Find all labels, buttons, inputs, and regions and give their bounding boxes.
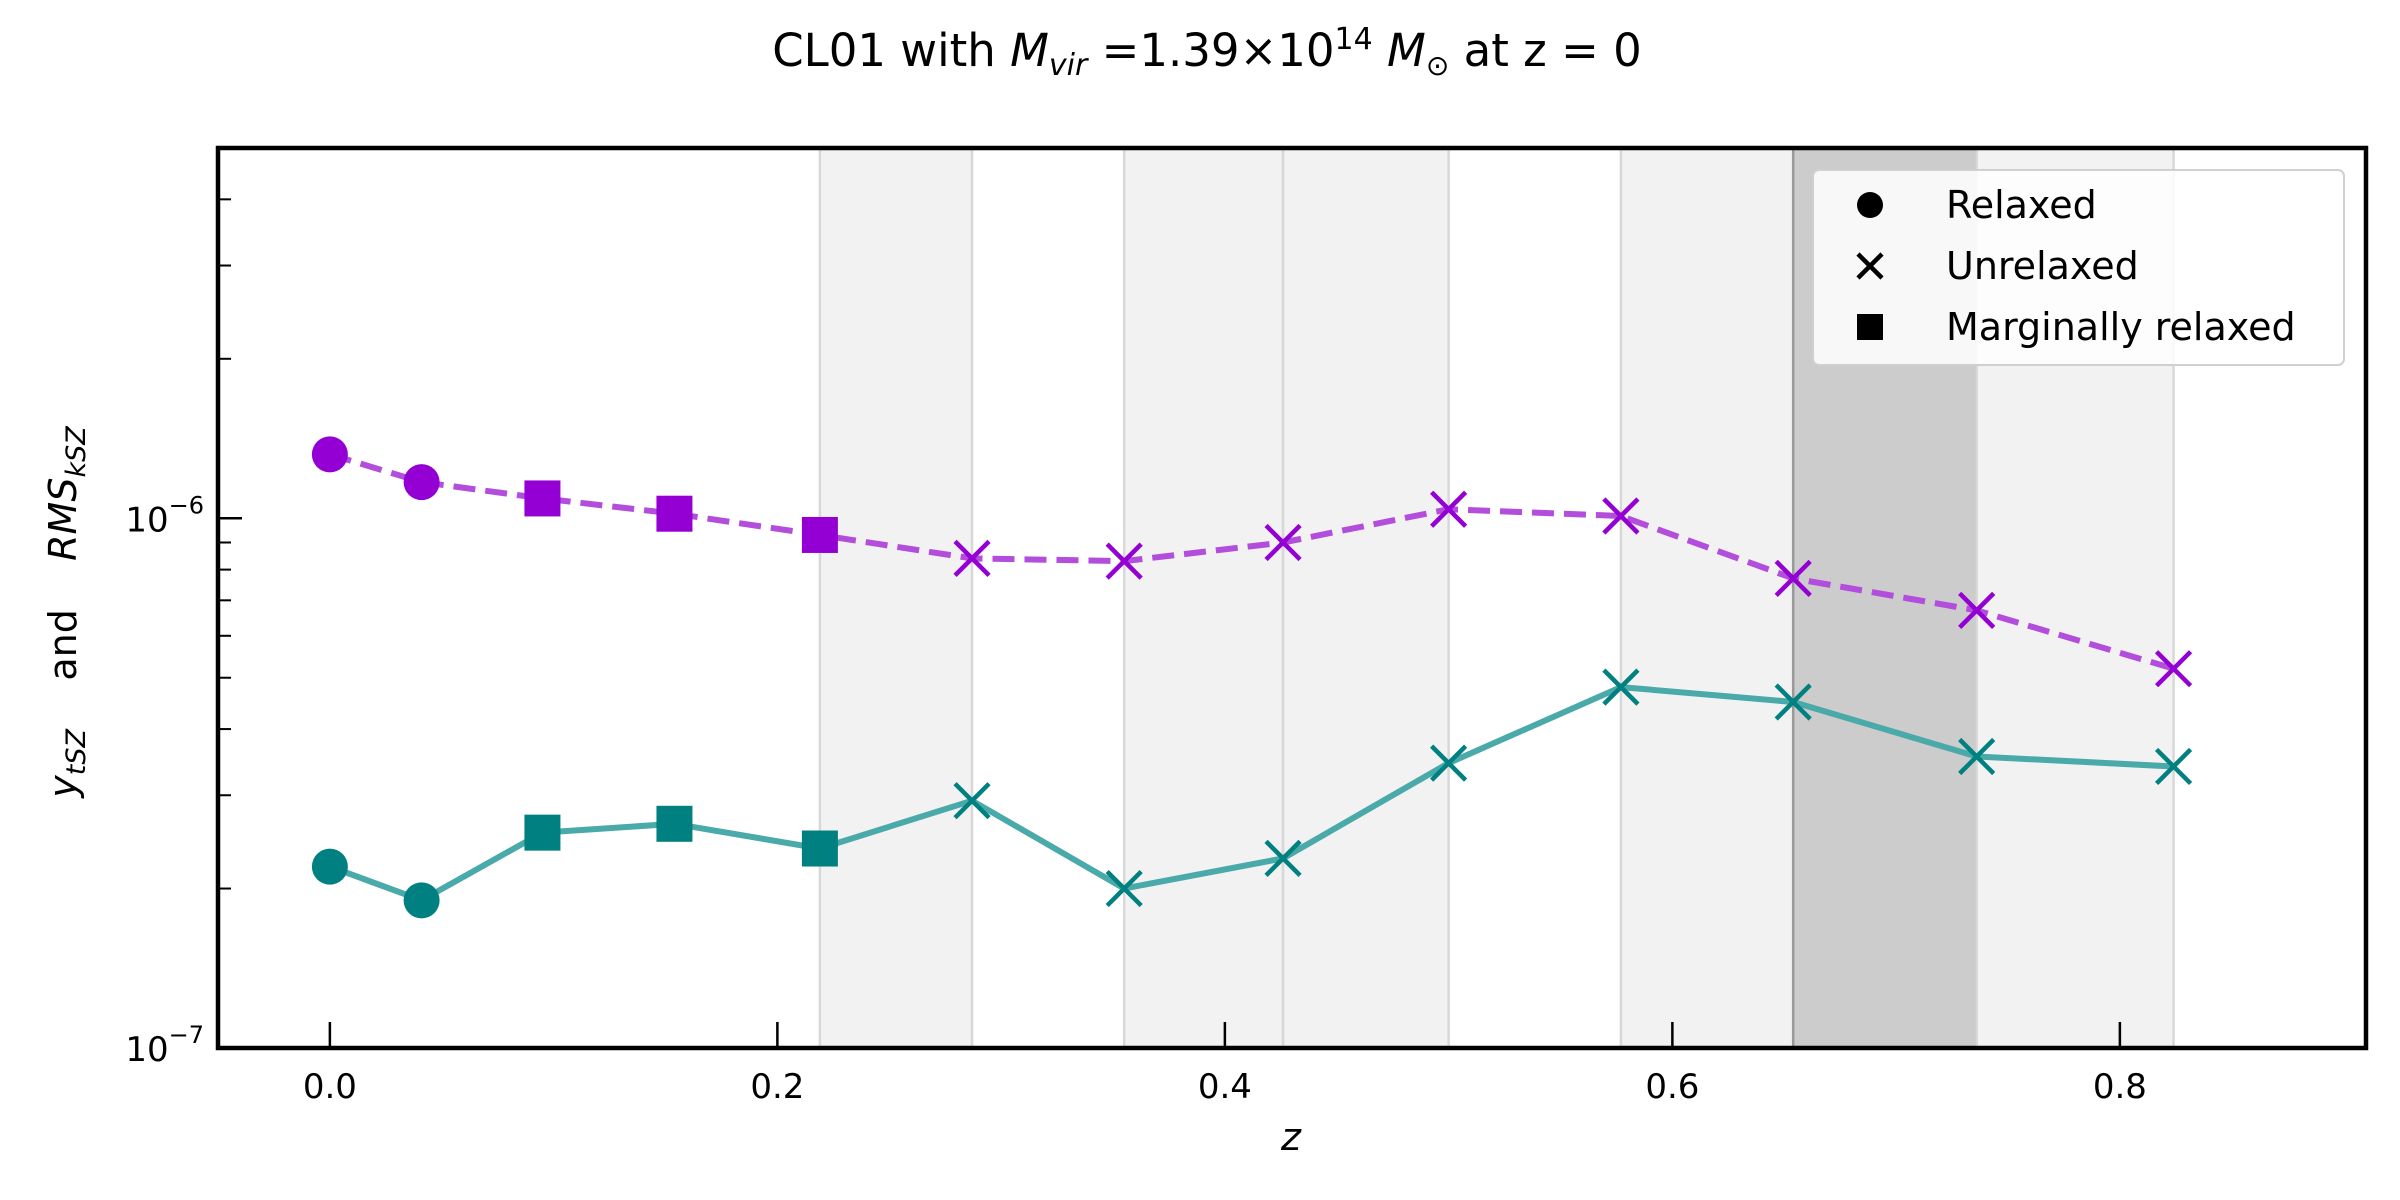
data-point-0-10 — [1774, 559, 1812, 597]
y-label-rms: RMS — [41, 478, 85, 561]
data-point-0-0 — [311, 436, 348, 473]
svg-text:CL01 with Mvir =1.39×1014 M⊙ a: CL01 with Mvir =1.39×1014 M⊙ at z = 0 — [772, 22, 1641, 83]
data-point-1-12 — [2154, 747, 2193, 786]
data-point-0-4 — [801, 516, 838, 553]
y-label-and: and — [41, 609, 85, 681]
x-axis-label: z — [1280, 1115, 1302, 1159]
data-point-1-7 — [1264, 839, 1302, 877]
x-tick-label: 0.6 — [1645, 1067, 1699, 1107]
legend-marker-cross — [1856, 252, 1884, 280]
shaded-band-0 — [819, 148, 973, 1048]
data-point-1-2 — [524, 814, 561, 851]
y-axis-ticks: 10−7 10−6 — [125, 198, 242, 1070]
x-tick-label: 0.4 — [1198, 1067, 1252, 1107]
data-point-0-12 — [2154, 650, 2193, 688]
x-tick-label: 0.2 — [750, 1067, 804, 1107]
shaded-band-3 — [1620, 148, 1794, 1048]
data-point-1-1 — [403, 882, 440, 919]
data-point-1-3 — [656, 805, 693, 842]
data-point-1-0 — [311, 848, 348, 885]
data-point-0-6 — [1105, 542, 1143, 580]
y-tick-label: 10−6 — [125, 491, 204, 540]
chart-title: CL01 with Mvir =1.39×1014 M⊙ at z = 0 — [772, 22, 1641, 83]
legend-box — [1812, 169, 2345, 366]
x-tick-label: 0.8 — [2093, 1067, 2147, 1107]
series-markers — [311, 436, 2193, 919]
data-point-1-5 — [953, 782, 991, 820]
data-point-0-7 — [1264, 523, 1302, 562]
legend-label: Relaxed — [1946, 183, 2097, 227]
shaded-band-1 — [1124, 148, 1284, 1048]
y-label-ytsz: y — [41, 775, 85, 799]
data-point-1-8 — [1430, 744, 1468, 782]
shaded-band-2 — [1283, 148, 1449, 1048]
data-point-0-2 — [524, 480, 561, 517]
legend: Relaxed Unrelaxed Marginally relaxed — [1812, 169, 2345, 366]
data-point-1-11 — [1958, 737, 1996, 776]
plot-frame — [215, 145, 2369, 1051]
data-point-1-9 — [1602, 668, 1640, 706]
y-axis-label: ytSZ and RMSkSZ — [41, 426, 92, 799]
svg-text:ytSZ and RMSkSZ: ytSZ and RMSkSZ — [41, 426, 92, 799]
x-axis-ticks: 0.0 0.2 0.4 0.6 0.8 — [303, 1022, 2147, 1107]
data-point-0-5 — [953, 539, 991, 577]
data-point-1-10 — [1774, 683, 1812, 721]
data-point-0-3 — [656, 495, 693, 532]
data-point-0-9 — [1602, 497, 1640, 535]
data-point-0-11 — [1958, 591, 1996, 629]
data-point-0-1 — [403, 464, 440, 501]
legend-label: Unrelaxed — [1946, 244, 2139, 288]
data-point-0-8 — [1430, 490, 1468, 528]
legend-marker-circle — [1857, 192, 1883, 218]
data-point-1-6 — [1105, 869, 1143, 908]
legend-marker-square — [1857, 314, 1883, 340]
y-tick-label: 10−7 — [125, 1021, 204, 1070]
x-tick-label: 0.0 — [303, 1067, 357, 1107]
legend-label: Marginally relaxed — [1946, 305, 2296, 349]
data-point-1-4 — [801, 830, 838, 867]
